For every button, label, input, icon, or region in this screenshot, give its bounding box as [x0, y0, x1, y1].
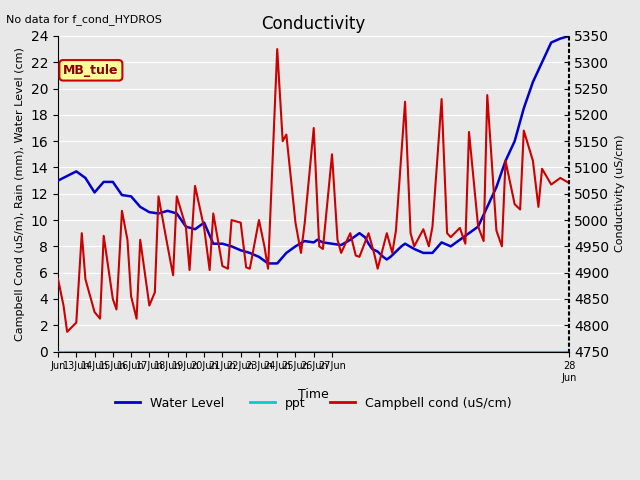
Title: Conductivity: Conductivity: [262, 15, 366, 33]
Text: MB_tule: MB_tule: [63, 64, 118, 77]
Y-axis label: Campbell Cond (uS/m), Rain (mm), Water Level (cm): Campbell Cond (uS/m), Rain (mm), Water L…: [15, 47, 25, 341]
Text: No data for f_cond_HYDROS: No data for f_cond_HYDROS: [6, 14, 163, 25]
Y-axis label: Conductivity (uS/cm): Conductivity (uS/cm): [615, 135, 625, 252]
Legend: Water Level, ppt, Campbell cond (uS/cm): Water Level, ppt, Campbell cond (uS/cm): [111, 392, 517, 415]
X-axis label: Time: Time: [298, 388, 329, 401]
